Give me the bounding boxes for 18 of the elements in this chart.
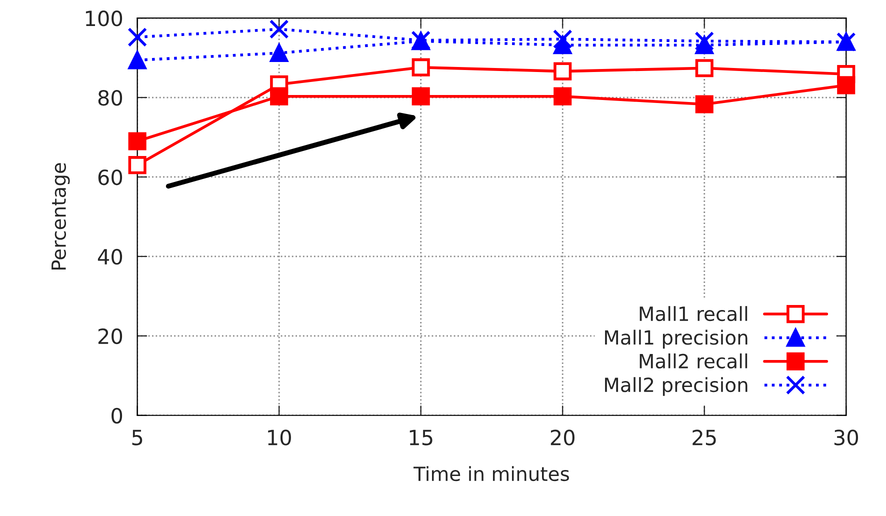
x-tick-label: 5 (132, 430, 142, 446)
y-axis-title: Percentage (52, 163, 70, 270)
x-tick-label: 25 (692, 430, 716, 446)
x-tick-label: 15 (410, 430, 432, 446)
y-tick-label: 40 (98, 248, 122, 265)
x-axis-title: Time in minutes (413, 466, 569, 482)
x-tick-label: 10 (268, 430, 291, 446)
y-tick-label: 60 (98, 169, 122, 186)
legend-label: Mall1 recall (640, 306, 748, 322)
y-tick-label: 80 (98, 90, 122, 106)
y-tick-label: 100 (86, 10, 122, 26)
legend-label: Mall1 precision (605, 330, 748, 349)
y-tick-label: 20 (98, 328, 122, 344)
x-tick-label: 20 (550, 430, 574, 446)
legend-label: Mall2 recall (640, 353, 748, 368)
legend-label: Mall2 precision (605, 377, 748, 396)
y-tick-label: 0 (112, 408, 122, 424)
x-tick-label: 30 (834, 430, 858, 446)
